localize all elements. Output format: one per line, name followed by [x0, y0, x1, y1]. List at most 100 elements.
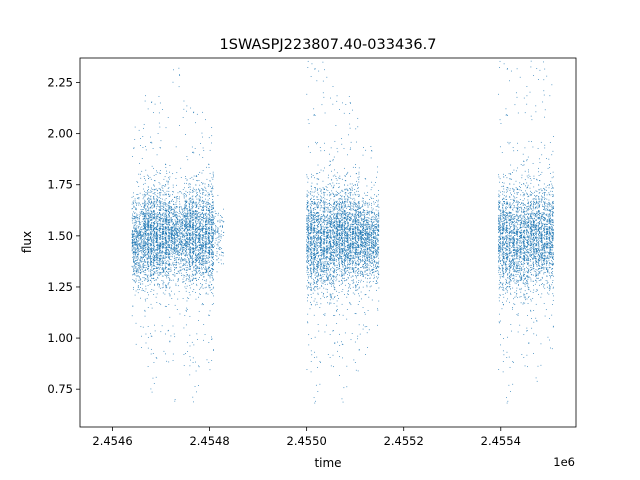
data-point [162, 259, 163, 261]
data-point [206, 220, 208, 221]
data-point [188, 221, 190, 222]
data-point [168, 278, 170, 280]
data-point [162, 242, 164, 244]
data-point [168, 193, 169, 195]
data-point [199, 189, 201, 191]
data-point [147, 307, 149, 308]
data-point [159, 245, 160, 247]
data-point [150, 348, 152, 350]
data-point [173, 247, 174, 249]
data-point [141, 251, 143, 253]
data-point [191, 237, 193, 238]
data-point [221, 225, 223, 227]
data-point [148, 217, 150, 219]
data-point [211, 304, 213, 305]
data-point [149, 229, 151, 231]
data-point [211, 220, 213, 222]
data-point [146, 202, 148, 204]
data-point [165, 306, 167, 307]
data-point [157, 192, 159, 194]
data-point [135, 220, 137, 222]
data-point [138, 235, 140, 236]
data-point [151, 191, 153, 192]
data-point [196, 242, 198, 243]
data-point [147, 264, 149, 266]
data-point [217, 229, 219, 230]
data-point [140, 284, 142, 285]
data-point [163, 190, 164, 192]
data-point [185, 201, 187, 203]
data-point [165, 262, 167, 263]
data-point [192, 235, 194, 237]
data-point [201, 245, 202, 247]
data-point [134, 217, 136, 219]
data-point [177, 245, 179, 246]
data-point [209, 229, 210, 231]
data-point [149, 216, 151, 218]
data-point [162, 223, 164, 225]
data-point [138, 240, 140, 242]
data-point [145, 236, 146, 238]
data-point [167, 223, 169, 225]
data-point [140, 269, 142, 270]
data-point [165, 267, 167, 268]
data-point [196, 203, 198, 205]
data-point [200, 143, 202, 144]
data-point [186, 238, 188, 240]
data-point [166, 240, 167, 241]
data-point [158, 209, 160, 210]
data-point [176, 221, 178, 223]
data-point [198, 216, 199, 217]
data-point [185, 261, 187, 263]
data-point [135, 208, 136, 210]
data-point [199, 228, 201, 230]
data-point [159, 183, 161, 185]
data-point [185, 260, 187, 262]
data-point [191, 176, 193, 178]
data-point [147, 247, 149, 249]
data-point [156, 252, 158, 253]
data-point [134, 212, 136, 214]
data-point [147, 108, 149, 110]
data-point [188, 244, 190, 246]
data-point [180, 191, 182, 193]
data-point [151, 207, 153, 209]
data-point [144, 310, 146, 312]
data-point [167, 242, 169, 243]
data-point [135, 255, 137, 257]
data-point [201, 212, 203, 214]
data-point [150, 275, 152, 277]
data-point [167, 183, 169, 185]
data-point [137, 246, 139, 248]
data-point [201, 237, 203, 239]
data-point [144, 232, 146, 234]
data-point [191, 206, 193, 207]
data-point [205, 233, 207, 235]
data-point [150, 256, 151, 257]
data-point [192, 280, 194, 282]
data-point [155, 248, 157, 250]
data-point [138, 204, 140, 206]
data-point [198, 385, 199, 386]
data-point [198, 257, 200, 258]
data-point [199, 191, 200, 193]
data-point [194, 261, 196, 263]
data-point [140, 250, 141, 252]
data-point [166, 247, 168, 249]
data-point [137, 289, 139, 291]
data-point [191, 341, 193, 343]
data-point [166, 212, 168, 214]
data-point [209, 277, 211, 279]
data-point [172, 229, 174, 231]
data-point [157, 228, 158, 230]
data-point [193, 275, 194, 276]
data-point [209, 256, 211, 258]
data-point [185, 218, 186, 220]
data-point [195, 238, 197, 240]
data-point [131, 230, 133, 232]
data-point [144, 226, 146, 227]
data-point [211, 242, 212, 243]
data-point [156, 266, 158, 268]
data-point [144, 245, 146, 247]
data-point [174, 262, 176, 263]
